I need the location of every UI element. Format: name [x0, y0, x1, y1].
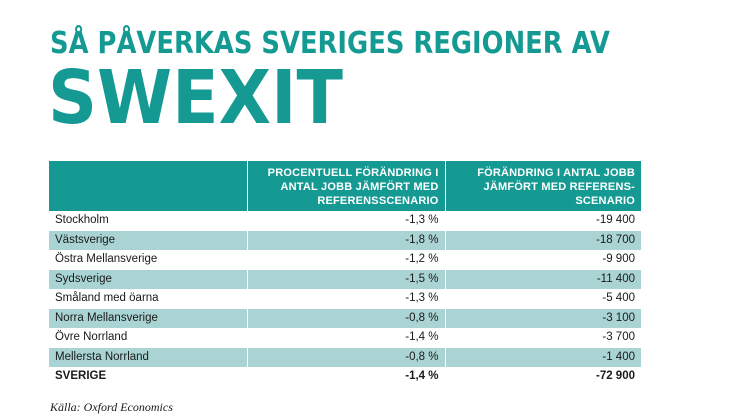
- regions-table: PROCENTUELL FÖRÄNDRING I ANTAL JOBB JÄMF…: [49, 161, 641, 387]
- jobs-value: -19 400: [595, 214, 635, 226]
- jobs-value: -11 400: [445, 269, 641, 289]
- percent-value: -1,5 %: [246, 269, 446, 289]
- region-name: Småland med öarna: [55, 292, 159, 304]
- percent-value: -1,8 %: [246, 230, 446, 250]
- table-row: Sydsverige -1,5 % -11 400: [49, 269, 641, 289]
- header-jobs-change: FÖRÄNDRING I ANTAL JOBB JÄMFÖRT MED REFE…: [445, 161, 641, 211]
- region-name: Mellersta Norrland: [49, 347, 247, 367]
- header-region: [49, 161, 247, 211]
- percent-value: -1,4 %: [246, 328, 446, 348]
- jobs-value: -9 900: [602, 253, 635, 265]
- jobs-value: -3 700: [602, 331, 635, 343]
- table-row: Östra Mellansverige -1,2 % -9 900: [49, 250, 641, 270]
- jobs-value: -18 700: [445, 230, 641, 250]
- percent-value: -0,8 %: [246, 308, 446, 328]
- percent-value: -0,8 %: [246, 347, 446, 367]
- jobs-value: -5 400: [602, 292, 635, 304]
- table-header-row: PROCENTUELL FÖRÄNDRING I ANTAL JOBB JÄMF…: [49, 161, 641, 211]
- jobs-value: -1 400: [445, 347, 641, 367]
- total-row: SVERIGE -1,4 % -72 900: [49, 367, 641, 387]
- table-row: Övre Norrland -1,4 % -3 700: [49, 328, 641, 348]
- region-name: Norra Mellansverige: [49, 308, 247, 328]
- source-note: Källa: Oxford Economics: [50, 400, 173, 414]
- header-percent-change: PROCENTUELL FÖRÄNDRING I ANTAL JOBB JÄMF…: [246, 161, 446, 211]
- percent-value: -1,2 %: [246, 250, 446, 270]
- percent-value: -1,3 %: [246, 211, 446, 231]
- total-region-name: SVERIGE: [55, 370, 107, 382]
- percent-value: -1,3 %: [246, 289, 446, 309]
- table-row: Mellersta Norrland -0,8 % -1 400: [49, 347, 641, 367]
- total-jobs-value: -72 900: [595, 370, 635, 382]
- region-name: Västsverige: [49, 230, 247, 250]
- title-line-2: SWEXIT: [48, 55, 343, 141]
- region-name: Stockholm: [55, 214, 109, 226]
- table-row: Norra Mellansverige -0,8 % -3 100: [49, 308, 641, 328]
- region-name: Sydsverige: [49, 269, 247, 289]
- total-percent-value: -1,4 %: [246, 367, 446, 387]
- title-line-1: SÅ PÅVERKAS SVERIGES REGIONER AV: [50, 26, 610, 61]
- region-name: Övre Norrland: [55, 331, 128, 343]
- table-row: Västsverige -1,8 % -18 700: [49, 230, 641, 250]
- jobs-value: -3 100: [445, 308, 641, 328]
- table-row: Småland med öarna -1,3 % -5 400: [49, 289, 641, 309]
- table-row: Stockholm -1,3 % -19 400: [49, 211, 641, 231]
- region-name: Östra Mellansverige: [55, 253, 158, 265]
